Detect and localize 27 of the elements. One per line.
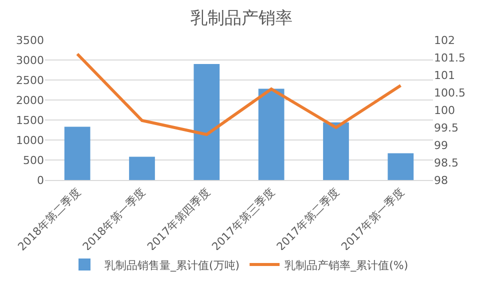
bar — [129, 156, 155, 180]
chart-title: 乳制品产销率 — [190, 8, 292, 29]
y2-tick-label: 99.5 — [434, 121, 458, 134]
legend-label: 乳制品产销率_累计值(%) — [284, 258, 408, 272]
y-tick-label: 0 — [37, 174, 44, 187]
y2-tick-label: 101.5 — [434, 51, 466, 64]
y-tick-label: 3000 — [16, 54, 44, 67]
y2-tick-label: 99 — [434, 138, 448, 152]
y2-tick-label: 98.5 — [434, 156, 458, 170]
y2-tick-label: 102 — [434, 34, 455, 47]
line-series — [76, 52, 402, 136]
y-tick-label: 2500 — [16, 74, 44, 87]
y-tick-label: 1000 — [16, 134, 44, 147]
bar — [323, 122, 349, 180]
y-tick-label: 1500 — [16, 114, 44, 127]
y2-tick-label: 98 — [434, 174, 448, 187]
y-tick-label: 3500 — [16, 34, 44, 47]
bar — [258, 88, 284, 180]
legend-label: 乳制品销售量_累计值(万吨) — [104, 258, 240, 272]
y2-tick-label: 100 — [434, 104, 455, 117]
bar — [64, 126, 90, 180]
bar — [194, 64, 220, 180]
y-tick-label: 500 — [23, 154, 44, 167]
y2-tick-label: 100.5 — [434, 86, 466, 100]
y-tick-label: 2000 — [16, 94, 44, 107]
y2-tick-label: 101 — [434, 68, 455, 82]
bar — [388, 153, 414, 180]
